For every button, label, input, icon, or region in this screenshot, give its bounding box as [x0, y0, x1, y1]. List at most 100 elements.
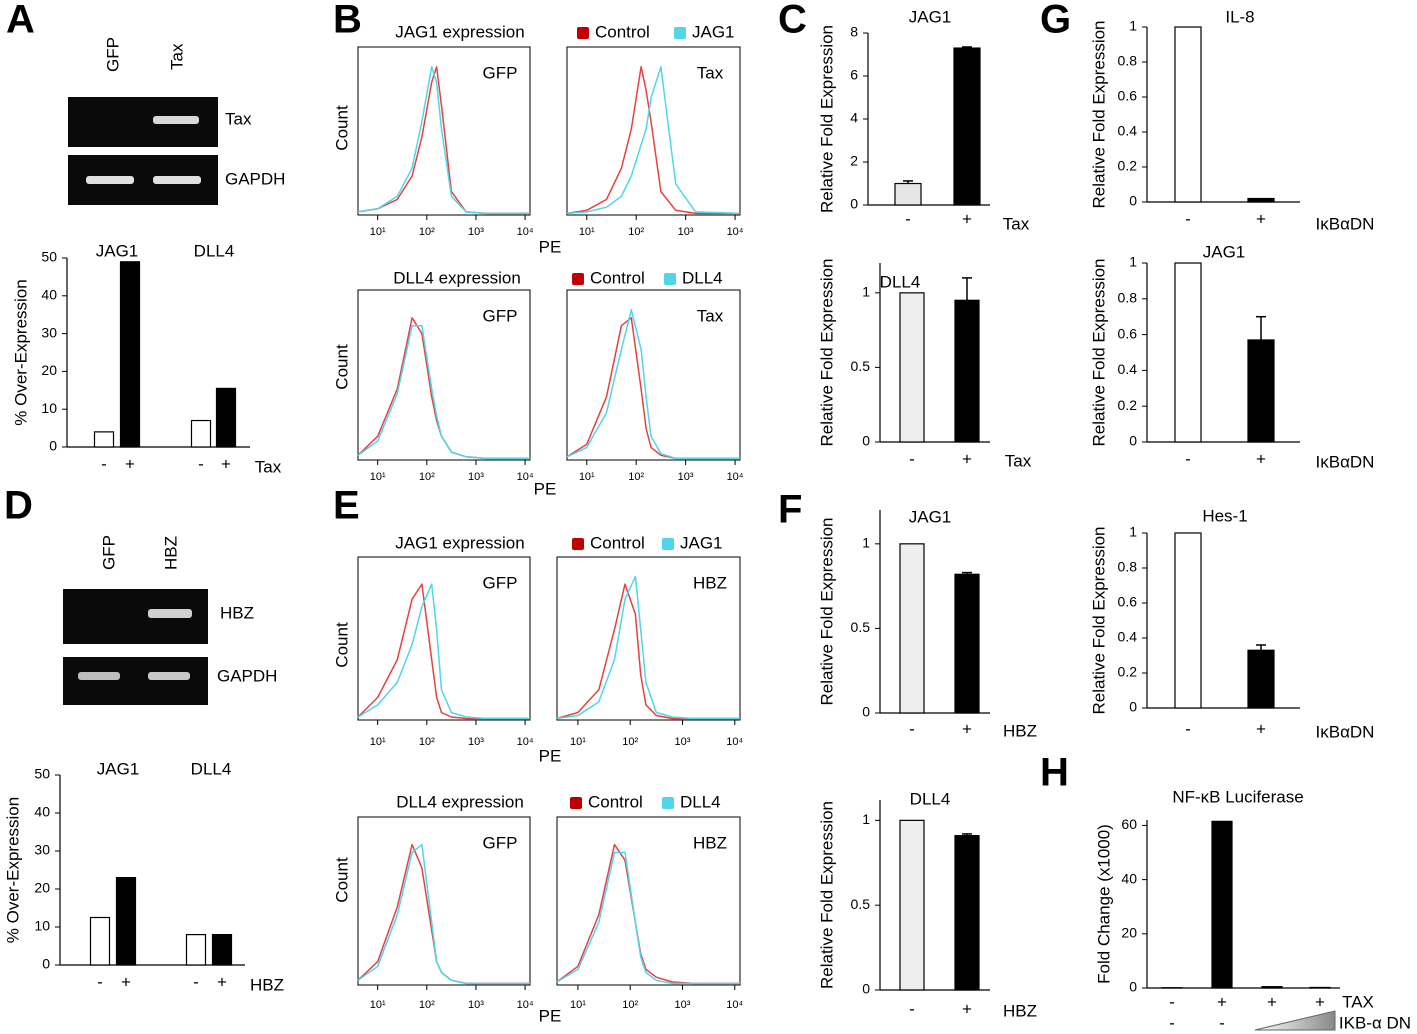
x-tick-label: + [962, 449, 972, 468]
plot-label: HBZ [693, 573, 727, 592]
bar [1211, 820, 1233, 989]
bar [1309, 986, 1331, 989]
y-tick-label: 0 [862, 981, 870, 997]
x-tick-label: - [909, 719, 915, 738]
x-tick-label: 10¹ [579, 471, 595, 483]
bar [954, 299, 980, 443]
y-tick-label: 0 [862, 433, 870, 449]
y-tick-label: 40 [34, 804, 50, 820]
x-tick-label: 10³ [468, 471, 484, 483]
x-axis-label: IκBαDN [1316, 452, 1375, 471]
x-axis-label: HBZ [250, 975, 284, 994]
chart-title: JAG1 [909, 7, 952, 26]
panel-label: A [6, 0, 35, 42]
panel-label: B [333, 0, 362, 42]
gel-band [78, 672, 120, 680]
legend-swatch [674, 27, 686, 39]
chart-title: IL-8 [1225, 7, 1254, 26]
x-tick-label: + [962, 719, 972, 738]
bar [1261, 986, 1283, 989]
gel-band [153, 176, 201, 184]
x-axis-label: PE [539, 1006, 562, 1025]
bar [1247, 339, 1275, 443]
legend-swatch [577, 27, 589, 39]
chart-title: JAG1 expression [395, 22, 524, 41]
x-tick-label: 10⁴ [517, 736, 534, 748]
x-tick-label: 10¹ [579, 226, 595, 238]
legend-swatch [572, 273, 584, 285]
x-tick-label: 10¹ [570, 736, 586, 748]
y-tick-label: 0.4 [1118, 629, 1138, 645]
bar [1247, 649, 1275, 709]
x-axis-label: TAX [1342, 992, 1374, 1011]
x-tick-label: 10¹ [570, 999, 586, 1011]
chart-title: JAG1 expression [395, 533, 524, 552]
y-tick-label: 0.4 [1118, 123, 1138, 139]
x-tick-label: 10² [419, 999, 435, 1011]
y-tick-label: 10 [34, 918, 50, 934]
x-tick-label: 10⁴ [726, 999, 743, 1011]
x-tick-label: - [101, 454, 107, 473]
y-tick-label: 0 [1129, 193, 1137, 209]
x-tick-label: 10⁴ [727, 226, 744, 238]
y-tick-label: 0.2 [1118, 664, 1138, 680]
x-tick-label: + [1267, 992, 1277, 1011]
histogram-curve [357, 583, 530, 720]
bar [953, 47, 981, 206]
legend-label: Control [590, 268, 645, 287]
plot-label: HBZ [693, 833, 727, 852]
x-tick-label: - [1185, 449, 1191, 468]
x-tick-label: - [1169, 1013, 1175, 1032]
x-tick-label: + [1256, 449, 1266, 468]
y-tick-label: 4 [850, 110, 858, 126]
x-tick-label: - [909, 449, 915, 468]
x-tick-label: 10³ [468, 736, 484, 748]
bar [115, 876, 137, 966]
y-tick-label: 8 [850, 24, 858, 40]
y-tick-label: 30 [41, 324, 57, 340]
chart-title: DLL4 expression [393, 268, 521, 287]
x-tick-label: + [962, 209, 972, 228]
legend-swatch [664, 273, 676, 285]
y-tick-label: 2 [850, 153, 858, 169]
x-tick-label: 10² [419, 471, 435, 483]
x-tick-label: 10² [628, 226, 644, 238]
histogram-curve [357, 583, 530, 720]
x-tick-label: 10⁴ [727, 471, 744, 483]
y-axis-label: Count [332, 344, 351, 390]
x-tick-label: + [125, 454, 135, 473]
plot-frame [566, 289, 741, 461]
bar [190, 419, 212, 448]
x-tick-label: + [1256, 209, 1266, 228]
x-tick-label: 10⁴ [726, 736, 743, 748]
plot-label: GFP [483, 573, 518, 592]
y-tick-label: 20 [1121, 925, 1137, 941]
y-axis-label: % Over-Expression [3, 797, 22, 943]
x-tick-label: 10⁴ [517, 471, 534, 483]
x-tick-label: 10³ [468, 999, 484, 1011]
y-tick-label: 1 [1129, 18, 1137, 34]
x-tick-label: + [217, 972, 227, 991]
panel-label: G [1040, 0, 1071, 42]
gel-lane-label: Tax [167, 43, 186, 70]
gel-band [153, 116, 199, 124]
bar [1174, 532, 1202, 709]
group-label: DLL4 [194, 241, 235, 260]
x-tick-label: 10³ [675, 736, 691, 748]
gel-image [63, 657, 208, 705]
x-axis-label: IκBαDN [1316, 722, 1375, 741]
y-axis-label: Relative Fold Expression [1089, 526, 1108, 714]
chart-title: Hes-1 [1202, 506, 1247, 525]
x-tick-label: 10¹ [370, 999, 386, 1011]
y-tick-label: 50 [41, 249, 57, 265]
y-tick-label: 1 [862, 811, 870, 827]
x-axis-label: Tax [255, 457, 282, 476]
x-tick-label: - [905, 209, 911, 228]
histogram-curve [566, 66, 740, 215]
gel-band-label: GAPDH [225, 169, 285, 188]
x-tick-label: + [1217, 992, 1227, 1011]
y-tick-label: 0 [1129, 979, 1137, 995]
bar [894, 182, 922, 206]
bar [1247, 197, 1275, 203]
